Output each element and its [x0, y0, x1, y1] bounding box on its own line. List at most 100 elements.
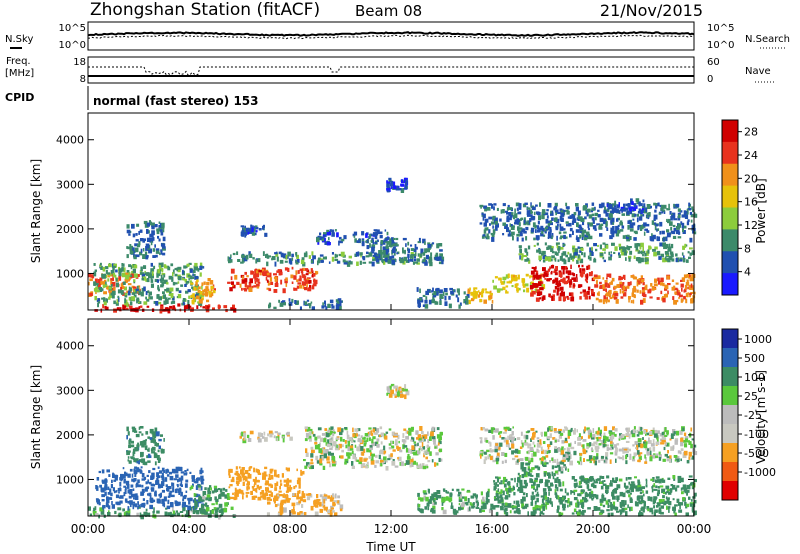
data-cell — [395, 242, 398, 246]
data-cell — [686, 273, 690, 278]
data-cell — [437, 494, 442, 499]
data-cell — [644, 257, 647, 262]
data-cell — [312, 433, 316, 437]
data-cell — [249, 229, 252, 232]
data-cell — [512, 235, 514, 241]
data-cell — [522, 284, 526, 288]
data-cell — [301, 490, 304, 495]
data-cell — [138, 306, 141, 310]
data-cell — [212, 512, 216, 515]
data-cell — [566, 492, 569, 496]
data-cell — [134, 243, 139, 247]
data-cell — [504, 459, 507, 464]
data-cell — [669, 438, 672, 441]
data-cell — [285, 277, 288, 281]
data-cell — [257, 281, 261, 284]
data-cell — [499, 482, 503, 485]
data-cell — [223, 508, 228, 513]
data-cell — [641, 287, 645, 290]
data-cell — [210, 285, 214, 290]
data-cell — [379, 231, 383, 235]
data-cell — [655, 455, 659, 459]
data-cell — [229, 468, 233, 473]
data-cell — [283, 499, 287, 504]
data-cell — [533, 479, 538, 483]
data-cell — [579, 226, 583, 229]
data-cell — [230, 307, 234, 311]
data-cell — [109, 289, 114, 293]
data-cell — [123, 288, 126, 291]
data-cell — [327, 230, 331, 236]
data-cell — [584, 216, 587, 220]
data-cell — [574, 248, 579, 253]
data-cell — [547, 445, 550, 450]
data-cell — [260, 495, 264, 498]
data-cell — [536, 242, 539, 246]
data-cell — [644, 461, 648, 464]
data-cell — [273, 276, 278, 279]
data-cell — [391, 445, 395, 449]
data-cell — [667, 491, 672, 495]
data-cell — [129, 250, 134, 255]
data-cell — [536, 249, 539, 253]
data-cell — [310, 260, 314, 263]
data-cell — [100, 266, 104, 270]
data-cell — [552, 279, 556, 284]
data-cell — [182, 277, 184, 281]
data-cell — [608, 256, 612, 261]
data-cell — [629, 246, 632, 249]
data-cell — [196, 305, 199, 309]
data-cell — [127, 456, 130, 459]
data-cell — [314, 511, 319, 516]
data-cell — [530, 292, 534, 297]
data-cell — [371, 453, 375, 457]
data-cell — [693, 213, 698, 218]
data-cell — [354, 457, 358, 462]
data-cell — [410, 244, 413, 247]
data-cell — [116, 307, 120, 311]
data-cell — [591, 217, 595, 221]
data-cell — [332, 431, 336, 434]
data-cell — [167, 499, 170, 505]
data-cell — [559, 215, 563, 221]
data-cell — [526, 213, 531, 217]
data-cell — [650, 478, 654, 481]
data-cell — [329, 229, 332, 233]
data-cell — [551, 246, 554, 249]
data-cell — [166, 488, 170, 491]
data-cell — [467, 498, 470, 503]
data-cell — [646, 212, 650, 215]
data-cell — [617, 456, 621, 459]
data-cell — [363, 436, 366, 440]
data-cell — [484, 229, 487, 232]
data-cell — [436, 243, 440, 249]
data-cell — [229, 287, 233, 292]
data-cell — [616, 443, 620, 446]
data-cell — [277, 269, 282, 272]
data-cell — [138, 288, 141, 291]
data-cell — [127, 450, 130, 455]
data-cell — [93, 271, 97, 277]
data-cell — [596, 223, 600, 226]
data-cell — [492, 229, 496, 234]
data-cell — [119, 481, 122, 487]
data-cell — [677, 229, 680, 235]
data-cell — [650, 443, 655, 447]
data-cell — [643, 231, 646, 236]
data-cell — [267, 433, 269, 437]
data-cell — [225, 489, 228, 492]
data-cell — [543, 274, 546, 278]
data-cell — [337, 495, 340, 499]
data-cell — [193, 274, 196, 277]
data-cell — [211, 509, 214, 514]
data-cell — [619, 289, 622, 294]
data-cell — [106, 272, 110, 275]
data-cell — [423, 450, 426, 456]
data-cell — [440, 431, 443, 435]
data-cell — [578, 511, 581, 517]
data-cell — [664, 284, 669, 290]
data-cell — [334, 512, 338, 517]
data-cell — [172, 510, 175, 514]
data-cell — [441, 502, 444, 506]
